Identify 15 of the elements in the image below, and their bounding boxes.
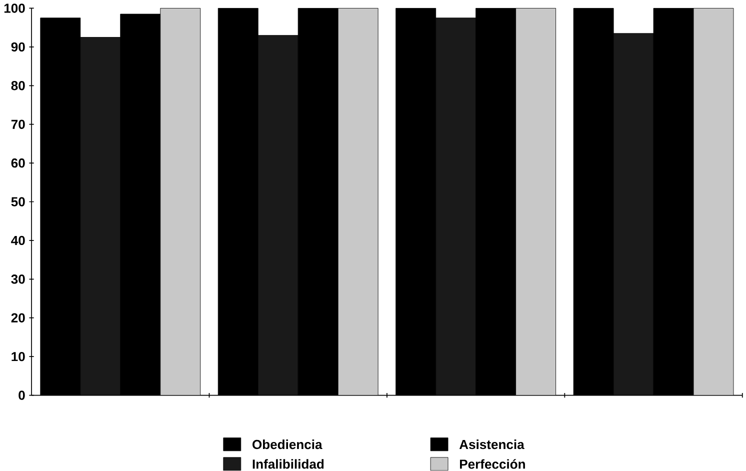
y-tick-label: 70: [11, 120, 25, 130]
y-tick-label: 0: [18, 390, 25, 400]
y-tick-label: 20: [11, 313, 25, 323]
y-tick-label: 30: [11, 274, 25, 284]
y-tick-label: 50: [11, 197, 25, 206]
legend-label: Obediencia: [252, 440, 322, 450]
y-tick-label: 60: [11, 158, 25, 168]
y-tick-label: 80: [11, 81, 25, 90]
y-tick-label: 40: [11, 236, 25, 246]
y-tick-label: 10: [12, 352, 25, 362]
y-tick-label: 100: [4, 4, 25, 13]
legend-label: Perfección: [460, 459, 525, 469]
y-tick-label: 90: [11, 42, 25, 52]
legend-label: Asistencia: [459, 440, 524, 450]
legend-label: Infalibilidad: [252, 459, 324, 469]
